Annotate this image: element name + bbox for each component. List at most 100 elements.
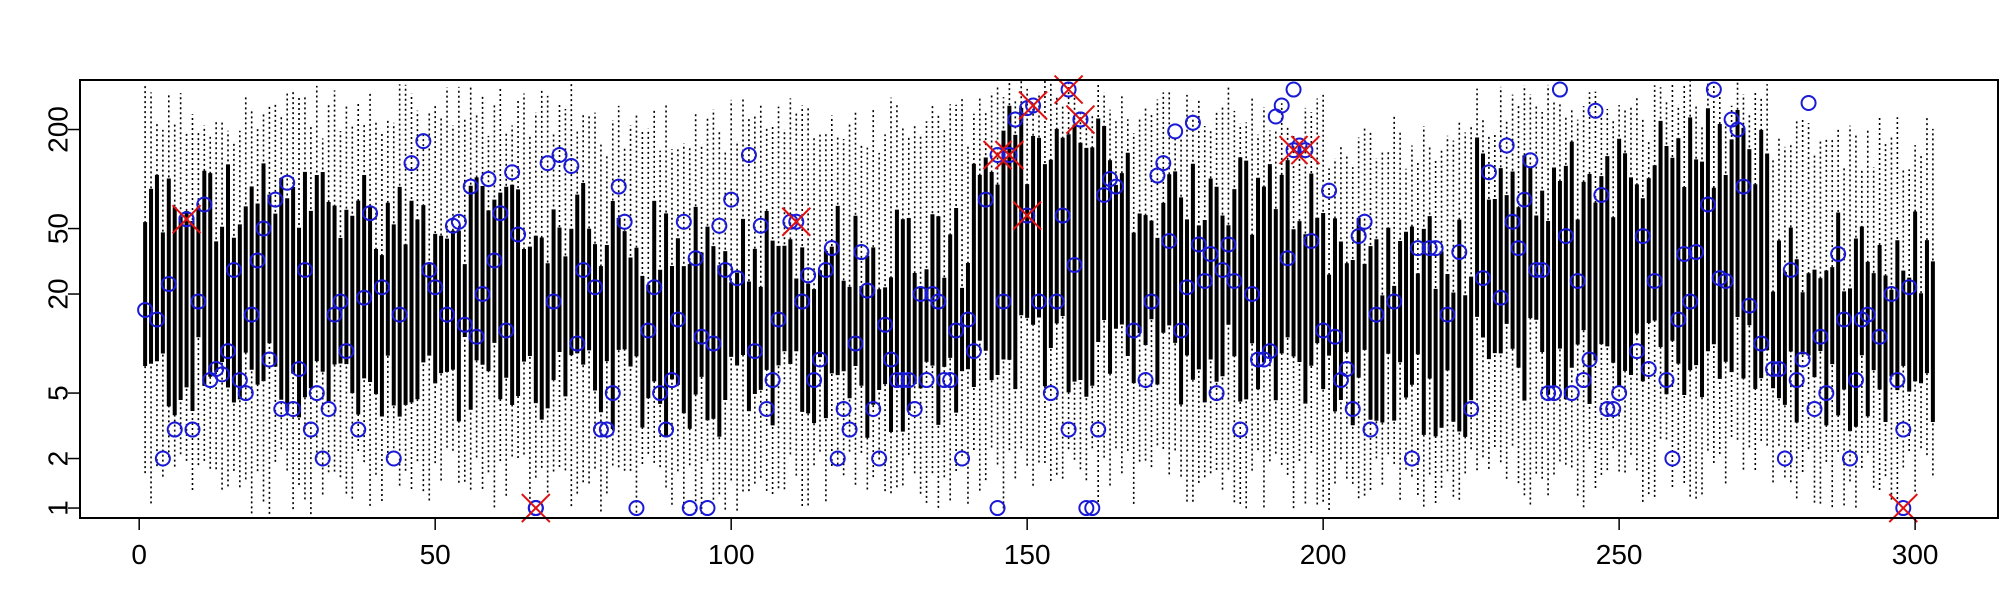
flagged-point [994, 140, 1025, 170]
outlier-point [1279, 250, 1296, 267]
outlier-point [415, 133, 432, 150]
outlier-point [1782, 261, 1799, 278]
outlier-point [1161, 233, 1178, 250]
outlier-point [906, 401, 923, 418]
outlier-point [302, 421, 319, 438]
outlier-point [894, 372, 911, 389]
flagged-point-circle [1025, 97, 1042, 114]
outlier-point [243, 306, 260, 323]
y-tick-label: 1 [43, 500, 74, 516]
outlier-point [610, 178, 627, 195]
y-tick-label: 200 [43, 106, 74, 153]
outlier-point [918, 372, 935, 389]
outlier-point [900, 372, 917, 389]
flagged-point-cross-b [171, 204, 202, 234]
flagged-points-layer [171, 74, 1918, 523]
outlier-point [214, 366, 231, 383]
outlier-point [669, 311, 686, 328]
outlier-point [652, 385, 669, 402]
outlier-point [811, 351, 828, 368]
flagged-point-circle [178, 211, 195, 228]
outlier-point [291, 361, 308, 378]
outlier-points-layer [137, 81, 1918, 517]
x-tick-label: 50 [420, 539, 451, 570]
outlier-point [598, 421, 615, 438]
outlier-point [847, 335, 864, 352]
flagged-point [982, 140, 1013, 170]
outlier-point [1628, 343, 1645, 360]
outlier-point [1356, 213, 1373, 230]
flagged-point-circle [1895, 500, 1912, 517]
outlier-point [267, 191, 284, 208]
outlier-point [1859, 306, 1876, 323]
outlier-point [616, 213, 633, 230]
outlier-point [752, 217, 769, 234]
outlier-point [1344, 401, 1361, 418]
flagged-point-cross-b [982, 140, 1013, 170]
y-tick-label: 50 [43, 213, 74, 244]
outlier-point [575, 261, 592, 278]
outlier-point [184, 421, 201, 438]
outlier-point [699, 500, 716, 517]
outlier-point [1765, 361, 1782, 378]
outlier-point [604, 385, 621, 402]
outlier-point [1244, 286, 1261, 303]
flagged-point-circle [527, 500, 544, 517]
outlier-point [1516, 191, 1533, 208]
x-tick-label: 150 [1004, 539, 1051, 570]
outlier-point [1504, 213, 1521, 230]
outlier-point [296, 261, 313, 278]
flagged-point-circle [1019, 207, 1036, 224]
outlier-point [823, 240, 840, 257]
flagged-point [171, 204, 202, 234]
outlier-point [350, 421, 367, 438]
outlier-point [936, 372, 953, 389]
outlier-point [1250, 351, 1267, 368]
outlier-point [865, 401, 882, 418]
outlier-point [687, 250, 704, 267]
outlier-point [1007, 111, 1024, 128]
outlier-point [373, 279, 390, 296]
outlier-point [551, 147, 568, 164]
outlier-point [1646, 272, 1663, 289]
outlier-point [427, 279, 444, 296]
flagged-point-circle [1072, 111, 1089, 128]
outlier-point [1054, 207, 1071, 224]
outlier-point [663, 372, 680, 389]
x-tick-label: 0 [131, 539, 147, 570]
flagged-point-circle [788, 213, 805, 230]
outlier-point [279, 174, 296, 191]
outlier-point [1587, 102, 1604, 119]
outlier-point [770, 311, 787, 328]
outlier-point [1847, 372, 1864, 389]
outlier-point [1794, 351, 1811, 368]
outlier-point [1303, 233, 1320, 250]
outlier-point [859, 282, 876, 299]
outlier-point [1167, 123, 1184, 140]
outlier-point [1569, 272, 1586, 289]
outlier-point [225, 261, 242, 278]
outlier-point [1871, 328, 1888, 345]
outlier-point [1551, 81, 1568, 98]
outlier-point [954, 450, 971, 467]
flagged-point-cross-b [1290, 135, 1321, 165]
outlier-point [1338, 361, 1355, 378]
x-tick-label: 250 [1596, 539, 1643, 570]
flagged-point-cross-b [1065, 104, 1096, 135]
outlier-point [1682, 293, 1699, 310]
flagged-point [1018, 90, 1048, 121]
outlier-point [385, 450, 402, 467]
outlier-point [1605, 401, 1622, 418]
outlier-point [740, 147, 757, 164]
outlier-point [1368, 306, 1385, 323]
flagged-point-cross-b [781, 207, 811, 237]
outlier-point [504, 164, 521, 181]
outlier-point [871, 450, 888, 467]
outlier-point [1084, 500, 1101, 517]
outlier-point [1836, 311, 1853, 328]
outlier-point [806, 372, 823, 389]
outlier-point [1664, 450, 1681, 467]
outlier-point [888, 372, 905, 389]
flagged-point [1278, 135, 1309, 165]
outlier-point [1125, 322, 1142, 339]
